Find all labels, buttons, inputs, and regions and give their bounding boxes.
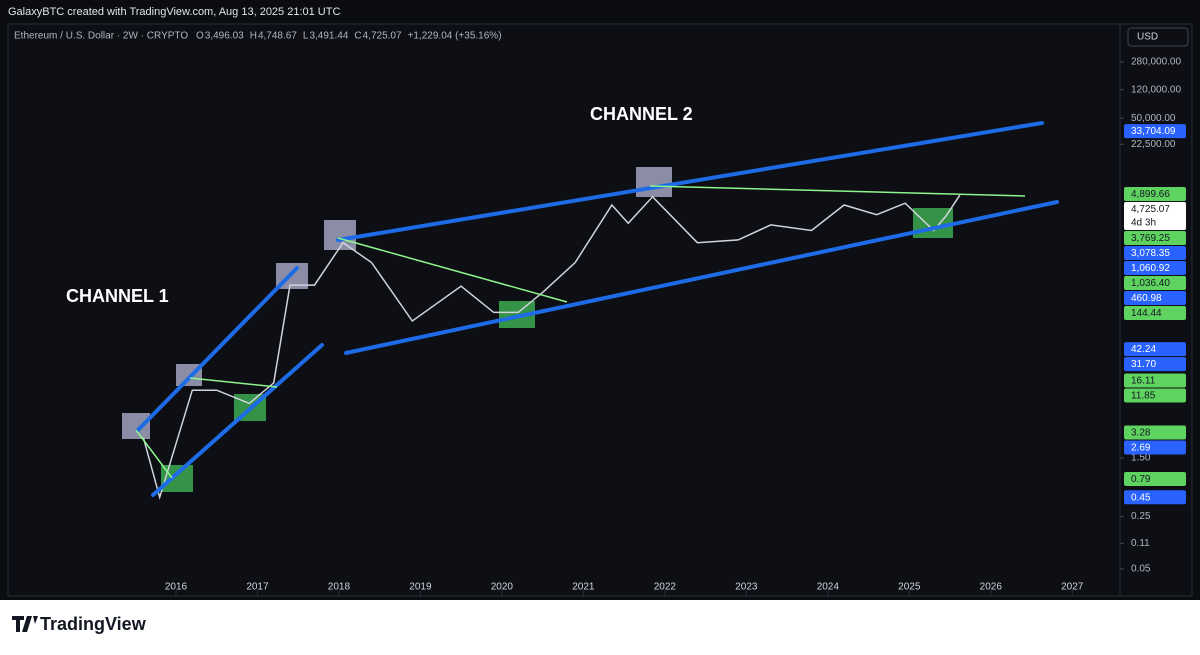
x-tick-label: 2024 [817, 582, 840, 593]
price-tag [1124, 231, 1186, 246]
x-tick-label: 2017 [246, 582, 269, 593]
ohlc-value: 3,496.03 [205, 31, 244, 42]
price-tag-label: 1,036.40 [1131, 278, 1170, 289]
price-tag [1124, 373, 1186, 388]
x-tick-label: 2016 [165, 582, 188, 593]
price-tag-label: 4,725.07 [1131, 204, 1170, 215]
box [324, 220, 356, 250]
boxes [122, 167, 953, 492]
price-tag [1124, 471, 1186, 486]
trend-line [337, 237, 568, 303]
channel-line [336, 121, 1044, 242]
price-tag-label: 3,078.35 [1131, 248, 1170, 259]
trend-lines [135, 185, 1026, 479]
chart-pane [7, 23, 1193, 597]
symbol: Ethereum / U.S. Dollar · 2W · CRYPTO [14, 31, 188, 42]
y-tick-label: 120,000.00 [1131, 84, 1181, 95]
channel-line [151, 343, 324, 497]
price-tag-label: 11.85 [1131, 391, 1156, 402]
x-tick-label: 2026 [980, 582, 1003, 593]
ohlc-value: 4,725.07 [363, 31, 402, 42]
price-tag [1124, 342, 1186, 357]
y-tick-label: 0.11 [1131, 538, 1150, 549]
price-tag-label: 16.11 [1131, 376, 1156, 387]
price-tag [1124, 306, 1186, 321]
ohlc-label: O [196, 31, 204, 42]
price-tag-label: 0.45 [1131, 492, 1151, 503]
price-line [142, 194, 961, 501]
price-tag [1124, 425, 1186, 440]
ohlc-value: 4,748.67 [258, 31, 297, 42]
series [142, 194, 961, 501]
price-tag [1124, 246, 1186, 261]
y-tick-label: 22,500.00 [1131, 139, 1176, 150]
y-tick-label: 50,000.00 [1131, 113, 1176, 124]
price-tag-label: 2.69 [1131, 443, 1151, 454]
channel-line [136, 266, 299, 432]
channel-line [344, 200, 1059, 355]
change: +1,229.04 (+35.16%) [408, 31, 502, 42]
countdown: 4d 3h [1131, 218, 1156, 229]
price-tag [1124, 261, 1186, 276]
ohlc-label: C [354, 31, 361, 42]
x-tick-label: 2018 [328, 582, 351, 593]
annotation: CHANNEL 2 [590, 104, 693, 124]
currency-button[interactable] [1127, 27, 1189, 47]
ohlc-value: 3,491.44 [309, 31, 348, 42]
axes: 2016 2017 2018 2019 2020 2021 2022 2023 2024 2025… [165, 57, 1181, 596]
x-tick-label: 2027 [1061, 582, 1084, 593]
x-tick-label: 2019 [409, 582, 432, 593]
header: GalaxyBTC created with TradingView.com, … [8, 6, 340, 18]
price-tag-label: 460.98 [1131, 293, 1162, 304]
channels [136, 121, 1059, 497]
price-tags: 33,704.09 4,899.66 4,725.07 4d 3h 3,769.25 3,… [1124, 124, 1186, 505]
price-tag-label: 4,899.66 [1131, 189, 1170, 200]
price-tag-label: 3,769.25 [1131, 233, 1170, 244]
x-tick-label: 2025 [898, 582, 921, 593]
trend-line [189, 377, 278, 388]
price-tag-label: 144.44 [1131, 308, 1162, 319]
trend-line [135, 429, 173, 479]
y-tick-label: 0.05 [1131, 564, 1151, 575]
footer [0, 600, 1200, 650]
price-tag [1124, 187, 1186, 202]
price-tag [1124, 388, 1186, 403]
y-tick-label: 280,000.00 [1131, 57, 1181, 68]
y-tick-label: 1.50 [1131, 453, 1151, 464]
brand: TradingView [40, 614, 147, 634]
price-tag-label: 33,704.09 [1131, 126, 1176, 137]
x-tick-label: 2021 [572, 582, 595, 593]
box [636, 167, 672, 197]
price-tag-label: 1,060.92 [1131, 263, 1170, 274]
price-tag [1124, 202, 1186, 231]
price-tag-label: 0.79 [1131, 474, 1151, 485]
box [913, 208, 953, 238]
ohlc-label: H [250, 31, 257, 42]
annotation: CHANNEL 1 [66, 286, 169, 306]
price-tag [1124, 357, 1186, 372]
x-tick-label: 2020 [491, 582, 514, 593]
x-tick-label: 2023 [735, 582, 758, 593]
price-tag-label: 42.24 [1131, 344, 1156, 355]
box [122, 413, 150, 439]
currency[interactable]: USD [1137, 32, 1158, 43]
price-tag-label: 3.28 [1131, 428, 1151, 439]
price-tag [1124, 440, 1186, 455]
price-tag [1124, 124, 1186, 139]
x-tick-label: 2022 [654, 582, 677, 593]
ohlc-label: L [303, 31, 309, 42]
price-tag [1124, 291, 1186, 306]
price-tag-label: 31.70 [1131, 359, 1156, 370]
ohlc: O 3,496.03 H 4,748.67 L 3,491.44 C 4,725.07 [196, 31, 402, 42]
y-tick-label: 0.25 [1131, 511, 1151, 522]
price-tag [1124, 490, 1186, 505]
logo [12, 616, 38, 632]
trend-line [649, 185, 1026, 197]
price-tag [1124, 276, 1186, 291]
